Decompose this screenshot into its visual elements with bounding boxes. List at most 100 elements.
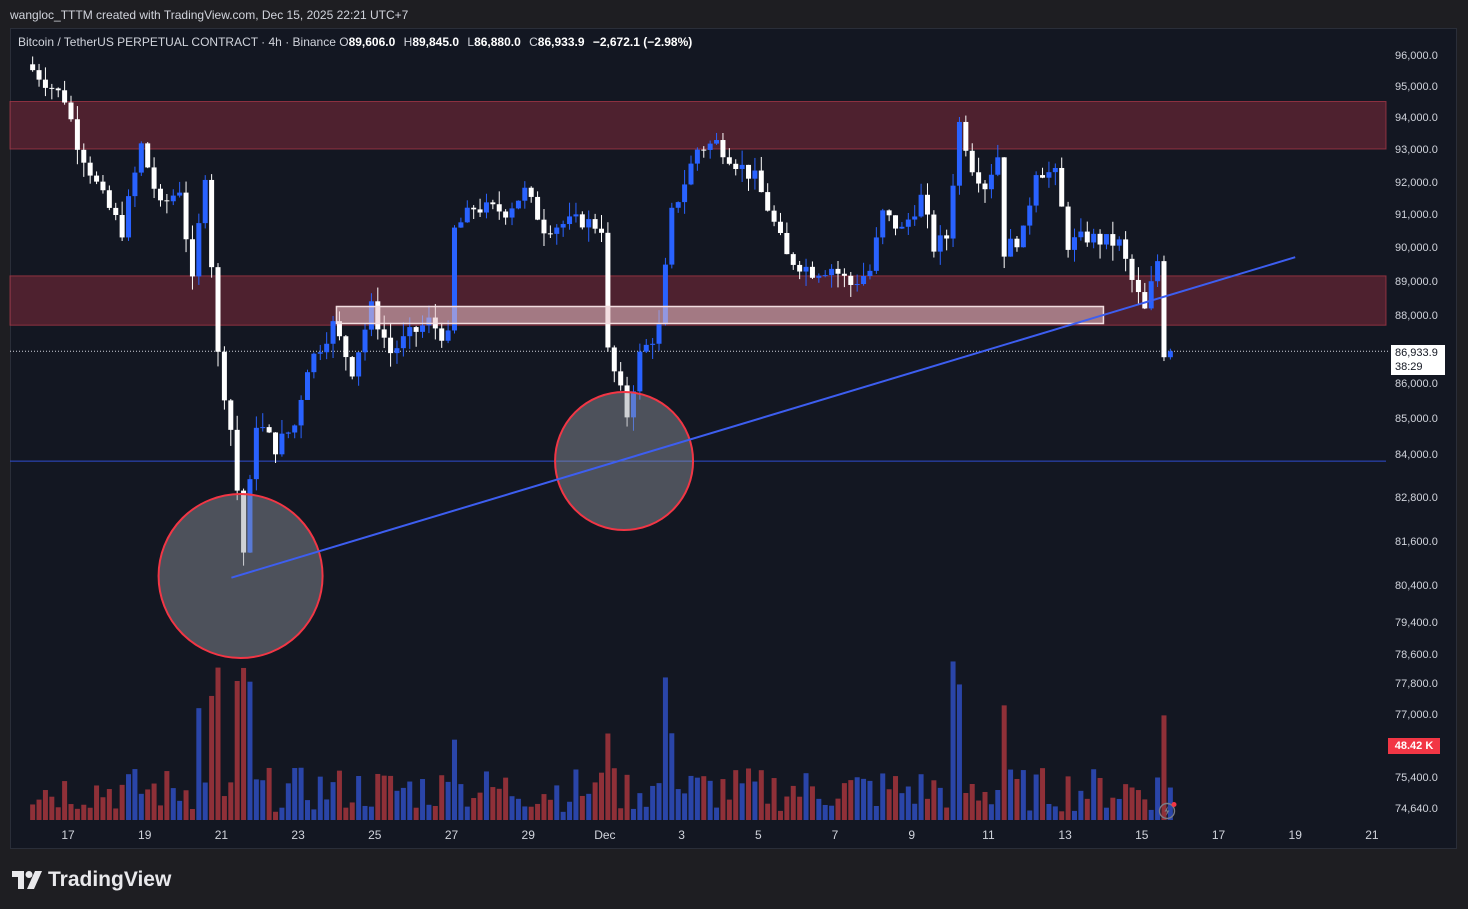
candle-body (439, 328, 445, 341)
candle-body (867, 270, 873, 277)
candle-body (145, 143, 151, 168)
volume-bar (694, 777, 700, 820)
volume-bar (445, 781, 451, 820)
candle-body (771, 210, 777, 222)
price-axis-label: 95,000.0 (1395, 81, 1438, 93)
candle-body (132, 172, 138, 197)
candle-body (950, 185, 956, 239)
volume-bar (1027, 810, 1033, 820)
time-axis-label: 27 (445, 828, 459, 842)
candle-body (599, 228, 605, 233)
volume-bar (94, 785, 100, 820)
tradingview-logo[interactable]: TradingView (12, 868, 171, 892)
volume-bar (215, 667, 221, 820)
volume-bar (119, 784, 125, 820)
volume-bar (49, 796, 55, 820)
volume-bar (701, 776, 707, 820)
candle-body (113, 207, 119, 215)
candle-body (496, 204, 502, 212)
price-axis-label: 91,000.0 (1395, 209, 1438, 221)
candle-body (976, 172, 982, 184)
candle-body (362, 329, 368, 353)
volume-bar (976, 800, 982, 820)
time-axis-label: 5 (755, 828, 762, 842)
candle-body (797, 264, 803, 272)
volume-bar (918, 774, 924, 820)
volume-bar (375, 773, 381, 820)
symbol-name[interactable]: Bitcoin / TetherUS PERPETUAL CONTRACT · … (18, 35, 336, 49)
price-axis-label: 96,000.0 (1395, 50, 1438, 62)
volume-bar (963, 793, 969, 820)
volume-bar (1059, 811, 1065, 820)
candle-body (420, 325, 426, 332)
candle-body (407, 327, 413, 337)
candle-body (215, 267, 221, 352)
candle-body (247, 479, 253, 553)
candle-body (522, 187, 528, 201)
chart-credit: wangloc_TTTM created with TradingView.co… (10, 8, 409, 22)
volume-bar (100, 797, 106, 820)
candle-body (688, 163, 694, 185)
candle-body (304, 372, 310, 400)
candle-body (905, 219, 911, 227)
candle-body (886, 210, 892, 216)
volume-bar (298, 767, 304, 820)
volume-bar (848, 780, 854, 820)
volume-bar (803, 773, 809, 820)
candle-body (956, 121, 962, 186)
candle-body (560, 224, 566, 228)
ohlc-legend: Bitcoin / TetherUS PERPETUAL CONTRACT · … (18, 35, 692, 49)
candle-body (253, 427, 259, 480)
candle-body (36, 70, 42, 80)
volume-bar (899, 793, 905, 820)
candle-body (944, 235, 950, 239)
candle-body (62, 90, 68, 103)
candle-body (694, 149, 700, 164)
candle-body (765, 192, 771, 211)
volume-bar (541, 794, 547, 820)
volume-bar (1123, 784, 1129, 820)
candle-body (643, 344, 649, 352)
candle-body (899, 226, 905, 229)
volume-bar (126, 774, 132, 820)
candle-body (931, 214, 937, 252)
candle-body (790, 254, 796, 265)
candle-body (1110, 234, 1116, 246)
candle-body (234, 429, 240, 491)
volume-bar (758, 770, 764, 820)
price-axis-label: 93,000.0 (1395, 144, 1438, 156)
volume-bar (995, 790, 1001, 820)
volume-bar (503, 777, 509, 820)
volume-bar (170, 788, 176, 820)
volume-bar (714, 807, 720, 820)
candle-body (100, 181, 106, 191)
candle-body (1071, 237, 1077, 250)
volume-bar (1008, 769, 1014, 820)
price-axis-label: 77,000.0 (1395, 709, 1438, 721)
candle-body (490, 202, 496, 205)
candle-body (49, 87, 55, 89)
lightning-icon[interactable] (1158, 800, 1178, 820)
volume-bar (151, 783, 157, 820)
volume-bar (567, 801, 573, 820)
volume-bar (605, 733, 611, 820)
time-axis-label: 17 (1212, 828, 1226, 842)
time-axis-label: 25 (368, 828, 382, 842)
volume-bar (87, 807, 93, 820)
volume-bar (1148, 809, 1154, 820)
volume-bar (509, 796, 515, 820)
volume-bar (247, 681, 253, 820)
volume-bar (784, 796, 790, 820)
volume-bar (241, 667, 247, 820)
volume-bar (68, 804, 74, 820)
volume-bar (311, 809, 317, 820)
last-price-tag: 86,933.9 38:29 (1391, 345, 1445, 375)
price-axis-label: 92,000.0 (1395, 177, 1438, 189)
volume-bar (30, 804, 36, 820)
candle-body (509, 208, 515, 218)
candle-body (42, 79, 48, 88)
candle-body (714, 140, 720, 144)
candle-body (893, 215, 899, 229)
volume-bar (656, 783, 662, 820)
